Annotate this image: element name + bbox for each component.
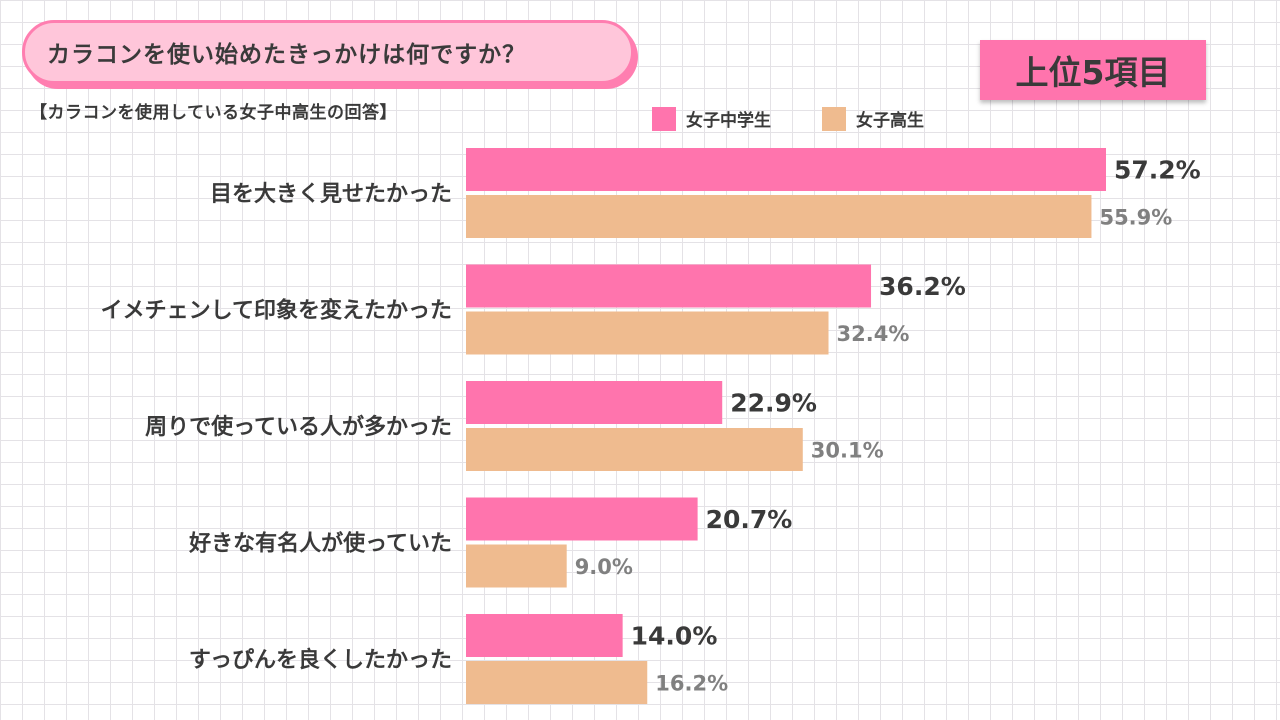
bar-junior-high — [466, 148, 1106, 191]
category-label: 好きな有名人が使っていた — [188, 531, 452, 557]
chart-subtitle: 【カラコンを使用している女子中高生の回答】 — [30, 103, 397, 123]
legend-label-junior-high: 女子中学生 — [686, 111, 771, 131]
legend-label-high-school: 女子高生 — [856, 111, 924, 131]
value-label-junior-high: 20.7% — [706, 505, 793, 534]
top5-badge: 上位5項目 — [980, 40, 1206, 100]
value-label-junior-high: 36.2% — [879, 272, 966, 301]
category-label: 周りで使っている人が多かった — [145, 414, 452, 440]
legend-item-high-school: 女子高生 — [822, 106, 924, 131]
bar-high-school — [466, 428, 803, 471]
chart-title: カラコンを使い始めたきっかけは何ですか？ — [47, 42, 527, 68]
bar-high-school — [466, 311, 829, 355]
value-label-junior-high: 14.0% — [631, 622, 718, 651]
bar-junior-high — [466, 497, 698, 541]
value-label-high-school: 32.4% — [837, 322, 910, 346]
category-label: 目を大きく見せたかった — [210, 182, 452, 207]
bar-junior-high — [466, 264, 872, 308]
legend-swatch-high-school — [822, 106, 846, 131]
value-label-junior-high: 57.2% — [1114, 156, 1201, 185]
legend-item-junior-high: 女子中学生 — [652, 106, 771, 131]
bar-junior-high — [466, 614, 623, 657]
bar-junior-high — [466, 381, 723, 424]
category-label: すっぴんを良くしたかった — [189, 647, 452, 673]
value-label-high-school: 30.1% — [811, 439, 884, 463]
bar-high-school — [466, 661, 648, 704]
chart-title-pill: カラコンを使い始めたきっかけは何ですか？ — [22, 20, 634, 84]
value-label-high-school: 9.0% — [575, 555, 633, 579]
top5-badge-label: 上位5項目 — [1015, 53, 1171, 92]
category-label: イメチェンして印象を変えたかった — [101, 298, 452, 324]
bar-high-school — [466, 544, 567, 588]
legend-swatch-junior-high — [652, 106, 676, 131]
value-label-high-school: 55.9% — [1099, 206, 1172, 230]
value-label-high-school: 16.2% — [655, 672, 728, 696]
bar-high-school — [466, 195, 1092, 238]
value-label-junior-high: 22.9% — [730, 389, 817, 418]
